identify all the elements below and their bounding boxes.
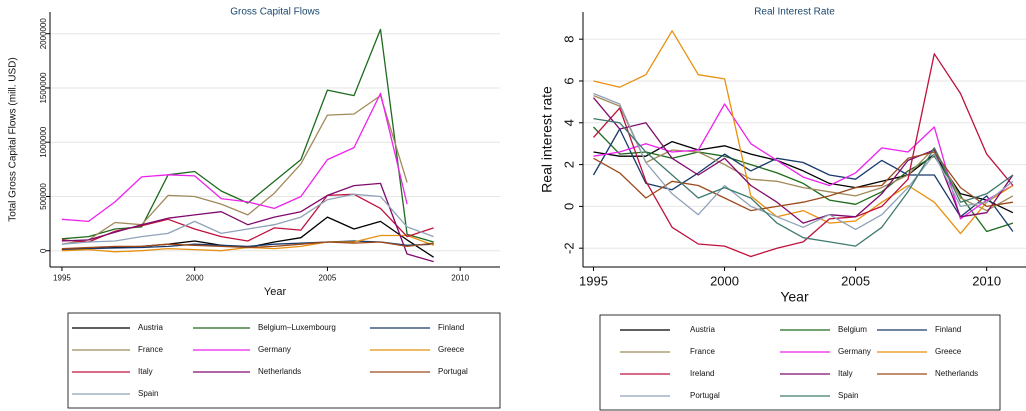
x-axis-label: Year	[264, 286, 287, 298]
x-tick-label: 1995	[579, 274, 608, 289]
series-line	[61, 241, 434, 250]
x-tick-label: 2005	[319, 274, 337, 283]
y-tick-label: 2	[561, 161, 576, 168]
x-tick-label: 2005	[841, 274, 870, 289]
legend-label: Ireland	[690, 369, 714, 378]
legend-label: Belgium–Luxembourg	[258, 323, 336, 332]
legend-label: France	[138, 345, 163, 354]
x-tick-label: 2000	[710, 274, 739, 289]
y-tick-label: 6	[561, 77, 576, 84]
legend-label: Netherlands	[258, 367, 301, 376]
plot-lines	[592, 30, 1014, 258]
series-line	[61, 182, 434, 263]
y-axis-label: Total Gross Capital Flows (mill. USD)	[8, 57, 19, 221]
legend-label: Belgium	[838, 325, 867, 334]
y-tick-label: 2000000	[39, 18, 48, 50]
legend-box	[599, 314, 1001, 411]
series-line	[61, 240, 434, 251]
legend-label: Greece	[438, 345, 465, 354]
x-tick-label: 2010	[972, 274, 1001, 289]
y-tick-label: 0	[561, 203, 576, 210]
y-tick-label: 500000	[39, 183, 48, 210]
y-tick-label: 0	[39, 248, 48, 253]
legend-label: Portugal	[690, 391, 720, 400]
series-line	[61, 94, 408, 245]
series-line	[593, 103, 1014, 220]
x-tick-label: 2010	[451, 274, 469, 283]
legend-label: France	[690, 347, 715, 356]
chart-title: Real Interest Rate	[754, 7, 835, 18]
legend-label: Italy	[838, 369, 853, 378]
legend-label: Netherlands	[935, 369, 978, 378]
series-line	[61, 234, 434, 253]
legend-label: Spain	[138, 389, 158, 398]
x-axis-label: Year	[780, 289, 809, 305]
legend-label: Greece	[935, 347, 962, 356]
legend-box	[67, 312, 501, 409]
plot-lines	[61, 28, 434, 263]
y-tick-label: -2	[561, 242, 576, 254]
legend-label: Italy	[138, 367, 153, 376]
series-line	[61, 28, 434, 243]
series-line	[61, 193, 434, 245]
series-line	[593, 151, 1014, 212]
series-line	[593, 117, 1014, 247]
series-line	[593, 94, 1014, 212]
x-tick-label: 2000	[186, 274, 204, 283]
x-tick-label: 1995	[53, 274, 71, 283]
series-line	[593, 53, 1014, 258]
series-line	[593, 126, 1014, 233]
y-tick-label: 8	[561, 36, 576, 43]
series-line	[61, 92, 408, 223]
y-tick-label: 1000000	[39, 126, 48, 158]
legend-label: Austria	[138, 323, 163, 332]
series-line	[593, 30, 1014, 235]
legend-label: Austria	[690, 325, 715, 334]
legend-label: Germany	[838, 347, 871, 356]
legend-label: Spain	[838, 391, 858, 400]
y-tick-label: 1500000	[39, 72, 48, 104]
legend-label: Finland	[438, 323, 464, 332]
series-line	[593, 92, 1014, 231]
chart-title: Gross Capital Flows	[230, 7, 319, 18]
legend-label: Finland	[935, 325, 961, 334]
y-tick-label: 4	[561, 119, 576, 126]
legend-label: Portugal	[438, 367, 468, 376]
legend-label: Germany	[258, 345, 291, 354]
y-axis-label: Real interest rate	[539, 86, 555, 193]
